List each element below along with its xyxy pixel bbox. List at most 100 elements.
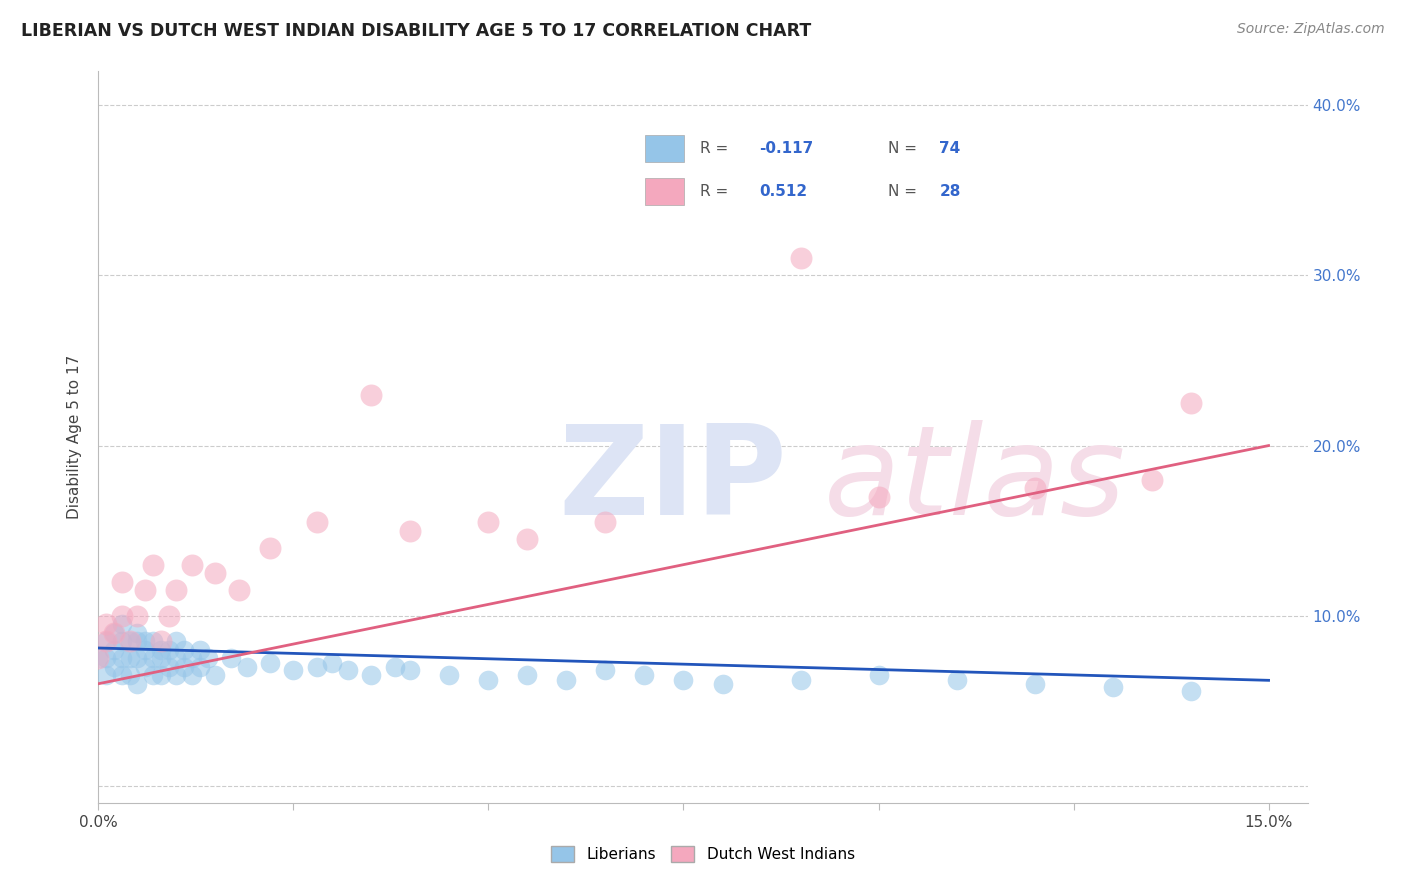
Point	[96, 617, 118, 632]
Point	[235, 659, 257, 673]
Text: N =: N =	[889, 185, 922, 200]
Text: ZIP: ZIP	[558, 420, 786, 541]
Point	[305, 659, 328, 673]
Point	[399, 663, 422, 677]
Point	[96, 634, 118, 648]
Text: R =: R =	[700, 185, 733, 200]
Point	[142, 651, 165, 665]
Point	[1180, 683, 1202, 698]
Point	[360, 387, 382, 401]
Point	[672, 673, 695, 688]
Bar	[645, 178, 685, 205]
Point	[305, 515, 328, 529]
Text: 74: 74	[939, 141, 960, 156]
Point	[118, 668, 141, 682]
Point	[96, 668, 118, 682]
Point	[868, 490, 890, 504]
Point	[142, 558, 165, 572]
Point	[157, 659, 180, 673]
Point	[259, 657, 281, 671]
Point	[399, 524, 422, 538]
Y-axis label: Disability Age 5 to 17: Disability Age 5 to 17	[67, 355, 83, 519]
Point	[149, 642, 172, 657]
Point	[111, 651, 134, 665]
Point	[157, 608, 180, 623]
Point	[127, 651, 149, 665]
Point	[103, 625, 125, 640]
Point	[181, 651, 204, 665]
Point	[197, 651, 219, 665]
Point	[555, 673, 578, 688]
Point	[337, 663, 360, 677]
Point	[127, 608, 149, 623]
Bar	[645, 136, 685, 162]
Point	[711, 677, 734, 691]
Text: LIBERIAN VS DUTCH WEST INDIAN DISABILITY AGE 5 TO 17 CORRELATION CHART: LIBERIAN VS DUTCH WEST INDIAN DISABILITY…	[21, 22, 811, 40]
Point	[103, 642, 125, 657]
Point	[321, 657, 343, 671]
Point	[945, 673, 967, 688]
Point	[188, 642, 211, 657]
Point	[127, 625, 149, 640]
Point	[134, 634, 156, 648]
Point	[789, 252, 811, 266]
Point	[111, 634, 134, 648]
Point	[111, 668, 134, 682]
Point	[96, 634, 118, 648]
Point	[134, 642, 156, 657]
Point	[1101, 680, 1123, 694]
Point	[134, 659, 156, 673]
Point	[173, 642, 195, 657]
Point	[118, 634, 141, 648]
Point	[360, 668, 382, 682]
Text: 28: 28	[939, 185, 960, 200]
Point	[111, 617, 134, 632]
Point	[219, 651, 242, 665]
Point	[477, 673, 499, 688]
Point	[789, 673, 811, 688]
Point	[134, 583, 156, 598]
Point	[165, 634, 187, 648]
Point	[595, 515, 617, 529]
Point	[142, 668, 165, 682]
Point	[111, 574, 134, 589]
Point	[181, 558, 204, 572]
Point	[516, 532, 538, 546]
Point	[118, 634, 141, 648]
Point	[204, 566, 226, 581]
Point	[103, 625, 125, 640]
Text: atlas: atlas	[824, 420, 1126, 541]
Point	[173, 659, 195, 673]
Point	[1024, 481, 1046, 495]
Point	[149, 651, 172, 665]
Point	[165, 583, 187, 598]
Point	[1024, 677, 1046, 691]
Point	[283, 663, 305, 677]
Text: R =: R =	[700, 141, 733, 156]
Point	[96, 651, 118, 665]
Point	[595, 663, 617, 677]
Point	[259, 541, 281, 555]
Point	[384, 659, 406, 673]
Point	[204, 668, 226, 682]
Point	[165, 651, 187, 665]
Point	[149, 668, 172, 682]
Point	[111, 608, 134, 623]
Point	[127, 677, 149, 691]
Point	[228, 583, 250, 598]
Point	[1180, 396, 1202, 410]
Point	[477, 515, 499, 529]
Point	[165, 668, 187, 682]
Legend: Liberians, Dutch West Indians: Liberians, Dutch West Indians	[546, 840, 860, 868]
Text: Source: ZipAtlas.com: Source: ZipAtlas.com	[1237, 22, 1385, 37]
Point	[181, 668, 204, 682]
Point	[118, 651, 141, 665]
Point	[87, 651, 110, 665]
Text: 0.512: 0.512	[759, 185, 807, 200]
Point	[633, 668, 655, 682]
Point	[868, 668, 890, 682]
Point	[87, 651, 110, 665]
Point	[188, 659, 211, 673]
Point	[157, 642, 180, 657]
Point	[103, 659, 125, 673]
